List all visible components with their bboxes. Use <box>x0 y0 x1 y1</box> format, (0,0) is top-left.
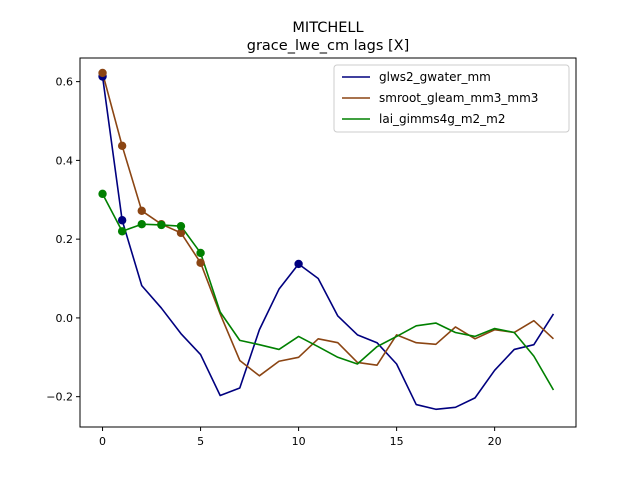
series-1-marker <box>117 141 127 151</box>
y-tick-label: 0.4 <box>56 154 74 167</box>
axes-frame <box>79 57 577 428</box>
series-1-marker <box>137 206 146 215</box>
series-1-marker <box>196 258 205 267</box>
series-1-marker <box>176 228 186 238</box>
x-tick-label: 15 <box>390 435 404 448</box>
legend: glws2_gwater_mm smroot_gleam_mm3_mm3 lai_g… <box>333 64 570 133</box>
x-tick-label: 10 <box>292 435 306 448</box>
series-2-marker <box>196 248 205 258</box>
series-2-marker <box>176 221 186 231</box>
series-0-marker <box>294 259 303 269</box>
legend-label: lai_gimms4g_m2_m2 <box>379 112 506 126</box>
x-tick-label: 0 <box>99 435 106 448</box>
y-tick-label: 0.2 <box>56 233 74 246</box>
x-tick-label: 5 <box>197 435 204 448</box>
legend-label: smroot_gleam_mm3_mm3 <box>379 91 538 105</box>
plot-area: 0 5 10 15 20 −0.2 0.0 0.2 0.4 0.6 <box>46 57 577 448</box>
series-2-marker <box>137 219 146 229</box>
chart-subtitle: grace_lwe_cm lags [X] <box>247 38 410 54</box>
chart-title: MITCHELL <box>292 20 363 36</box>
y-tick-label: 0.0 <box>56 312 74 325</box>
y-tick-label: 0.6 <box>56 76 74 89</box>
legend-label: glws2_gwater_mm <box>379 70 491 84</box>
series-line-0 <box>101 76 555 411</box>
y-tick-label: −0.2 <box>46 391 73 404</box>
x-tick-label: 20 <box>488 435 502 448</box>
series-2-marker <box>98 189 107 199</box>
series-2-marker <box>117 227 127 236</box>
series-1-marker <box>98 68 107 78</box>
series-2-marker <box>157 220 166 230</box>
series-0-marker <box>117 216 127 225</box>
legend-box <box>333 64 570 133</box>
